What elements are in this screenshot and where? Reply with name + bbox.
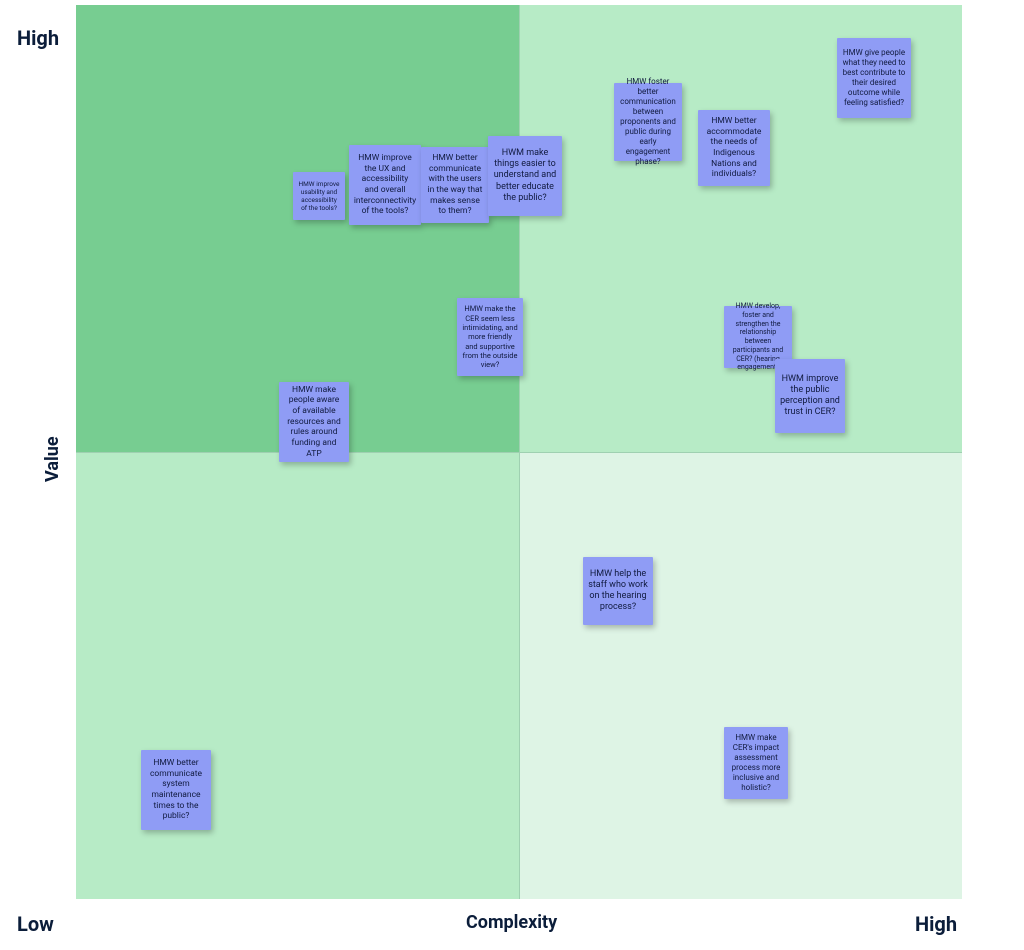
sticky-note-cer-friendly[interactable]: HMW make the CER seem less intimidating,… — [457, 298, 523, 376]
sticky-note-public-trust[interactable]: HWM improve the public perception and tr… — [775, 359, 845, 433]
y-axis-title: Value — [42, 436, 63, 482]
sticky-note-impact-assess[interactable]: HMW make CER's impact assessment process… — [724, 727, 788, 799]
priority-matrix: HMW give people what they need to best c… — [0, 0, 1024, 950]
sticky-note-make-easier[interactable]: HWM make things easier to understand and… — [488, 136, 562, 216]
sticky-note-help-staff[interactable]: HMW help the staff who work on the heari… — [583, 557, 653, 625]
sticky-note-indigenous[interactable]: HMW better accommodate the needs of Indi… — [698, 110, 770, 186]
x-axis-title: Complexity — [466, 912, 557, 933]
quadrant-low-value-high-complexity — [519, 452, 962, 899]
x-axis-low-label: Low — [17, 912, 54, 936]
sticky-note-foster-comm[interactable]: HMW foster better communication between … — [614, 83, 682, 161]
quadrant-low-value-low-complexity — [76, 452, 519, 899]
sticky-note-ux-improve-tools[interactable]: HMW improve usability and accessibility … — [293, 172, 345, 220]
sticky-note-better-comm-users[interactable]: HMW better communicate with the users in… — [421, 147, 489, 223]
x-axis-high-label: High — [915, 912, 957, 936]
sticky-note-maintenance[interactable]: HMW better communicate system maintenanc… — [141, 750, 211, 830]
horizontal-axis-line — [76, 452, 962, 453]
sticky-note-aware-resources[interactable]: HMW make people aware of available resou… — [279, 382, 349, 462]
sticky-note-ux-access[interactable]: HMW improve the UX and accessibility and… — [349, 145, 421, 225]
sticky-note-give-people[interactable]: HMW give people what they need to best c… — [837, 38, 911, 118]
y-axis-high-label: High — [17, 26, 59, 50]
